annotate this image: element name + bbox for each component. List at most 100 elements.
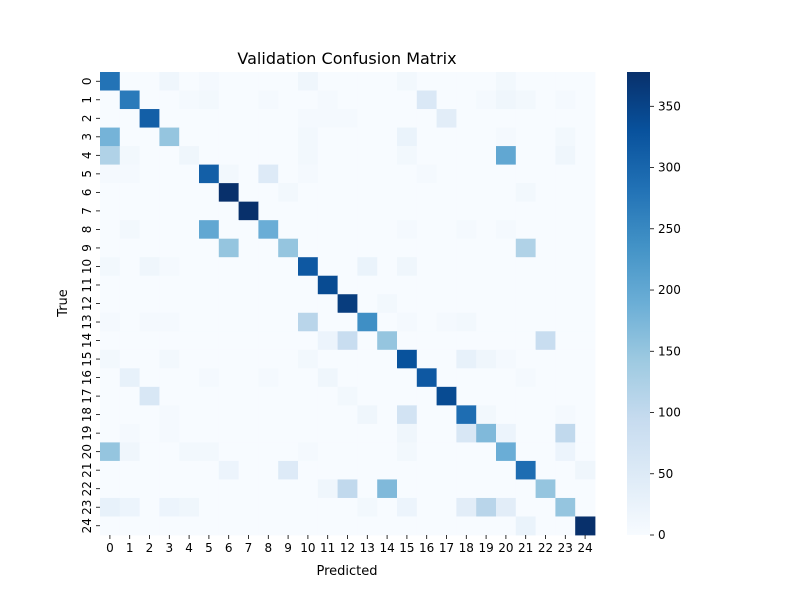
heatmap-cell-11-3: [159, 275, 180, 295]
heatmap-cell-7-14: [377, 201, 398, 221]
heatmap-cell-19-2: [139, 423, 160, 443]
y-tick-label: 10: [80, 259, 94, 274]
heatmap-cell-9-0: [100, 238, 121, 258]
heatmap-cell-8-23: [555, 220, 576, 240]
heatmap-cell-19-21: [515, 423, 536, 443]
heatmap-cell-11-20: [496, 275, 517, 295]
heatmap-cell-18-22: [535, 405, 556, 425]
heatmap-cell-3-9: [278, 127, 299, 147]
heatmap-cell-23-23: [555, 497, 576, 517]
heatmap-cell-5-9: [278, 164, 299, 184]
heatmap-cell-5-4: [179, 164, 200, 184]
heatmap-cell-19-11: [317, 423, 338, 443]
heatmap-cell-21-12: [337, 460, 358, 480]
colorbar: [627, 72, 650, 535]
heatmap-cell-11-15: [397, 275, 418, 295]
heatmap-cell-3-13: [357, 127, 378, 147]
heatmap-cell-6-2: [139, 183, 160, 203]
heatmap-cell-13-12: [337, 312, 358, 332]
heatmap-cell-20-23: [555, 442, 576, 462]
heatmap-cell-11-6: [218, 275, 239, 295]
heatmap-cell-12-24: [575, 294, 596, 314]
heatmap-cell-18-1: [119, 405, 140, 425]
heatmap-cell-4-2: [139, 146, 160, 165]
heatmap-cell-4-3: [159, 146, 180, 165]
heatmap-cells: [100, 72, 596, 536]
heatmap-cell-22-0: [100, 479, 121, 499]
heatmap-cell-8-12: [337, 220, 358, 240]
heatmap-cell-18-10: [298, 405, 319, 425]
heatmap-cell-23-6: [218, 497, 239, 517]
y-tick-label: 6: [80, 189, 94, 197]
heatmap-cell-19-6: [218, 423, 239, 443]
heatmap-cell-17-22: [535, 386, 556, 406]
y-tick-label: 0: [80, 77, 94, 85]
heatmap-cell-17-19: [476, 386, 497, 406]
heatmap-cell-23-4: [179, 497, 200, 517]
heatmap-cell-19-17: [436, 423, 457, 443]
heatmap-cell-19-14: [377, 423, 398, 443]
heatmap-cell-14-16: [416, 331, 437, 351]
heatmap-cell-7-4: [179, 201, 200, 221]
heatmap-cell-12-6: [218, 294, 239, 314]
heatmap-cell-11-16: [416, 275, 437, 295]
heatmap-cell-17-11: [317, 386, 338, 406]
y-tick-label: 1: [80, 96, 94, 104]
heatmap-cell-4-20: [496, 146, 517, 165]
heatmap-cell-21-10: [298, 460, 319, 480]
heatmap-cell-16-18: [456, 368, 477, 388]
heatmap-cell-3-8: [258, 127, 279, 147]
heatmap-cell-15-21: [515, 349, 536, 369]
x-tick-label: 9: [284, 541, 292, 555]
heatmap-cell-6-1: [119, 183, 140, 203]
heatmap-cell-17-5: [199, 386, 220, 406]
heatmap-cell-12-3: [159, 294, 180, 314]
heatmap-cell-15-19: [476, 349, 497, 369]
heatmap-cell-24-12: [337, 516, 358, 536]
heatmap-cell-1-5: [199, 90, 220, 110]
heatmap-cell-13-8: [258, 312, 279, 332]
heatmap-cell-10-22: [535, 257, 556, 277]
heatmap-cell-24-1: [119, 516, 140, 536]
heatmap-cell-12-9: [278, 294, 299, 314]
heatmap-cell-3-19: [476, 127, 497, 147]
heatmap-cell-8-17: [436, 220, 457, 240]
heatmap-cell-6-20: [496, 183, 517, 203]
heatmap-cell-11-7: [238, 275, 259, 295]
heatmap-cell-10-20: [496, 257, 517, 277]
heatmap-cell-11-12: [337, 275, 358, 295]
heatmap-cell-16-3: [159, 368, 180, 388]
heatmap-cell-5-23: [555, 164, 576, 184]
heatmap-cell-24-0: [100, 516, 121, 536]
heatmap-cell-23-5: [199, 497, 220, 517]
heatmap-cell-8-19: [476, 220, 497, 240]
heatmap-cell-0-22: [535, 72, 556, 91]
heatmap-cell-3-23: [555, 127, 576, 147]
heatmap-cell-9-8: [258, 238, 279, 258]
heatmap-cell-8-20: [496, 220, 517, 240]
heatmap-cell-14-6: [218, 331, 239, 351]
heatmap-cell-18-11: [317, 405, 338, 425]
heatmap-cell-20-7: [238, 442, 259, 462]
heatmap-cell-15-22: [535, 349, 556, 369]
heatmap-cell-3-16: [416, 127, 437, 147]
heatmap-cell-6-18: [456, 183, 477, 203]
heatmap-cell-0-24: [575, 72, 596, 91]
x-tick-label: 20: [498, 541, 513, 555]
heatmap-cell-20-12: [337, 442, 358, 462]
heatmap-cell-16-1: [119, 368, 140, 388]
heatmap-cell-15-24: [575, 349, 596, 369]
x-tick-label: 8: [264, 541, 272, 555]
heatmap-cell-20-20: [496, 442, 517, 462]
heatmap-cell-14-3: [159, 331, 180, 351]
x-tick-label: 7: [245, 541, 253, 555]
heatmap-cell-23-12: [337, 497, 358, 517]
heatmap-cell-13-6: [218, 312, 239, 332]
heatmap-cell-16-12: [337, 368, 358, 388]
heatmap-cell-19-16: [416, 423, 437, 443]
heatmap-cell-15-4: [179, 349, 200, 369]
heatmap-cell-5-7: [238, 164, 259, 184]
heatmap-cell-13-5: [199, 312, 220, 332]
heatmap-cell-18-15: [397, 405, 418, 425]
